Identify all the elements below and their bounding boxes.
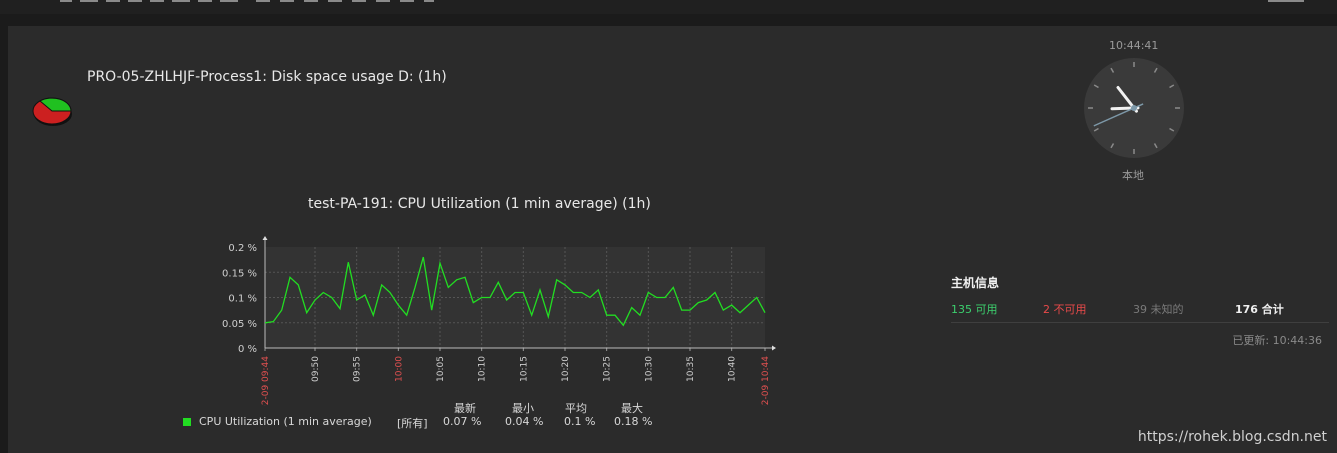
hosts-available[interactable]: 135 可用 <box>951 303 998 316</box>
clock-tick <box>1110 143 1115 149</box>
x-tick-label: 02-09 10:44 <box>761 356 771 406</box>
nav-item-marker[interactable] <box>1268 0 1304 2</box>
x-tick-label: 10:40 <box>728 356 738 382</box>
nav-item-marker[interactable] <box>106 0 120 2</box>
clock-tick <box>1093 127 1099 132</box>
nav-item-marker[interactable] <box>328 0 342 2</box>
legend-header-avg: 平均 <box>565 402 587 415</box>
clock-tick <box>1153 143 1158 149</box>
graph-title[interactable]: test-PA-191: CPU Utilization (1 min aver… <box>308 196 651 212</box>
legend-item-name: CPU Utilization (1 min average) <box>199 415 372 428</box>
nav-item-marker[interactable] <box>376 0 390 2</box>
disk-space-widget-title[interactable]: PRO-05-ZHLHJF-Process1: Disk space usage… <box>87 69 447 85</box>
legend-last-value: 0.07 % <box>443 415 482 428</box>
y-axis-arrow <box>262 236 268 240</box>
x-tick-label: 02-09 09:44 <box>261 356 271 406</box>
nav-item-marker[interactable] <box>198 0 212 2</box>
pie-free-slice <box>39 97 72 112</box>
hosts-unavailable[interactable]: 2 不可用 <box>1043 303 1087 316</box>
top-navigation-bar <box>0 0 1337 14</box>
host-info-divider <box>951 322 1329 323</box>
x-tick-label: 10:25 <box>603 356 613 382</box>
legend-header-last: 最新 <box>454 402 476 415</box>
clock-center <box>1131 105 1137 111</box>
dashboard-panel: PRO-05-ZHLHJF-Process1: Disk space usage… <box>8 26 1337 453</box>
nav-item-marker[interactable] <box>128 0 142 2</box>
nav-item-marker[interactable] <box>304 0 318 2</box>
y-tick-label: 0.05 % <box>222 319 257 330</box>
legend-color-swatch <box>183 418 191 426</box>
watermark: https://rohek.blog.csdn.net <box>1137 429 1327 445</box>
analog-clock <box>1084 58 1184 158</box>
legend-header-min: 最小 <box>512 402 534 415</box>
clock-tick <box>1169 127 1175 132</box>
series-line-cpu-utilization <box>264 256 766 327</box>
y-tick-label: 0.15 % <box>222 268 257 279</box>
x-tick-label: 10:15 <box>519 356 529 382</box>
nav-item-marker[interactable] <box>172 0 190 2</box>
clock-tick <box>1169 84 1175 89</box>
nav-item-marker[interactable] <box>256 0 270 2</box>
legend-max-value: 0.18 % <box>614 415 653 428</box>
nav-item-marker[interactable] <box>150 0 164 2</box>
clock-ticks <box>1088 62 1180 154</box>
x-tick-label: 10:20 <box>561 356 571 382</box>
nav-item-marker[interactable] <box>424 0 434 2</box>
legend-item-function: [所有] <box>397 417 428 430</box>
hosts-total[interactable]: 176 合计 <box>1235 303 1284 316</box>
y-tick-label: 0 % <box>238 344 257 355</box>
hosts-unknown[interactable]: 39 未知的 <box>1133 303 1184 316</box>
cpu-utilization-graph[interactable]: 0.2 % 0.15 % 0.1 % 0.05 % 0 % 02-09 09:44 09:5… <box>208 206 788 406</box>
x-tick-label: 10:30 <box>644 356 654 382</box>
pie-chart-icon <box>32 97 72 126</box>
legend-header-max: 最大 <box>621 402 643 415</box>
nav-item-marker[interactable] <box>80 0 98 2</box>
x-tick-label: 10:00 <box>394 356 404 382</box>
legend-avg-value: 0.1 % <box>564 415 596 428</box>
clock-tick <box>1110 67 1115 73</box>
x-tick-label: 09:55 <box>353 356 363 382</box>
host-info-updated: 已更新: 10:44:36 <box>1232 334 1322 347</box>
clock-timezone-label: 本地 <box>1122 169 1144 182</box>
nav-item-marker[interactable] <box>280 0 294 2</box>
clock-tick <box>1093 84 1099 89</box>
legend-min-value: 0.04 % <box>505 415 544 428</box>
x-tick-label: 09:50 <box>311 356 321 382</box>
x-axis-arrow <box>772 345 776 351</box>
clock-tick <box>1153 67 1158 73</box>
x-tick-label: 10:35 <box>686 356 696 382</box>
nav-item-marker[interactable] <box>352 0 366 2</box>
y-tick-label: 0.1 % <box>228 294 257 305</box>
host-info-title: 主机信息 <box>951 276 1000 290</box>
x-tick-label: 10:10 <box>478 356 488 382</box>
nav-item-marker[interactable] <box>220 0 238 2</box>
nav-item-marker[interactable] <box>60 0 72 2</box>
x-tick-label: 10:05 <box>436 356 446 382</box>
nav-item-marker[interactable] <box>400 0 414 2</box>
y-tick-label: 0.2 % <box>228 243 257 254</box>
clock-time: 10:44:41 <box>1109 39 1159 52</box>
